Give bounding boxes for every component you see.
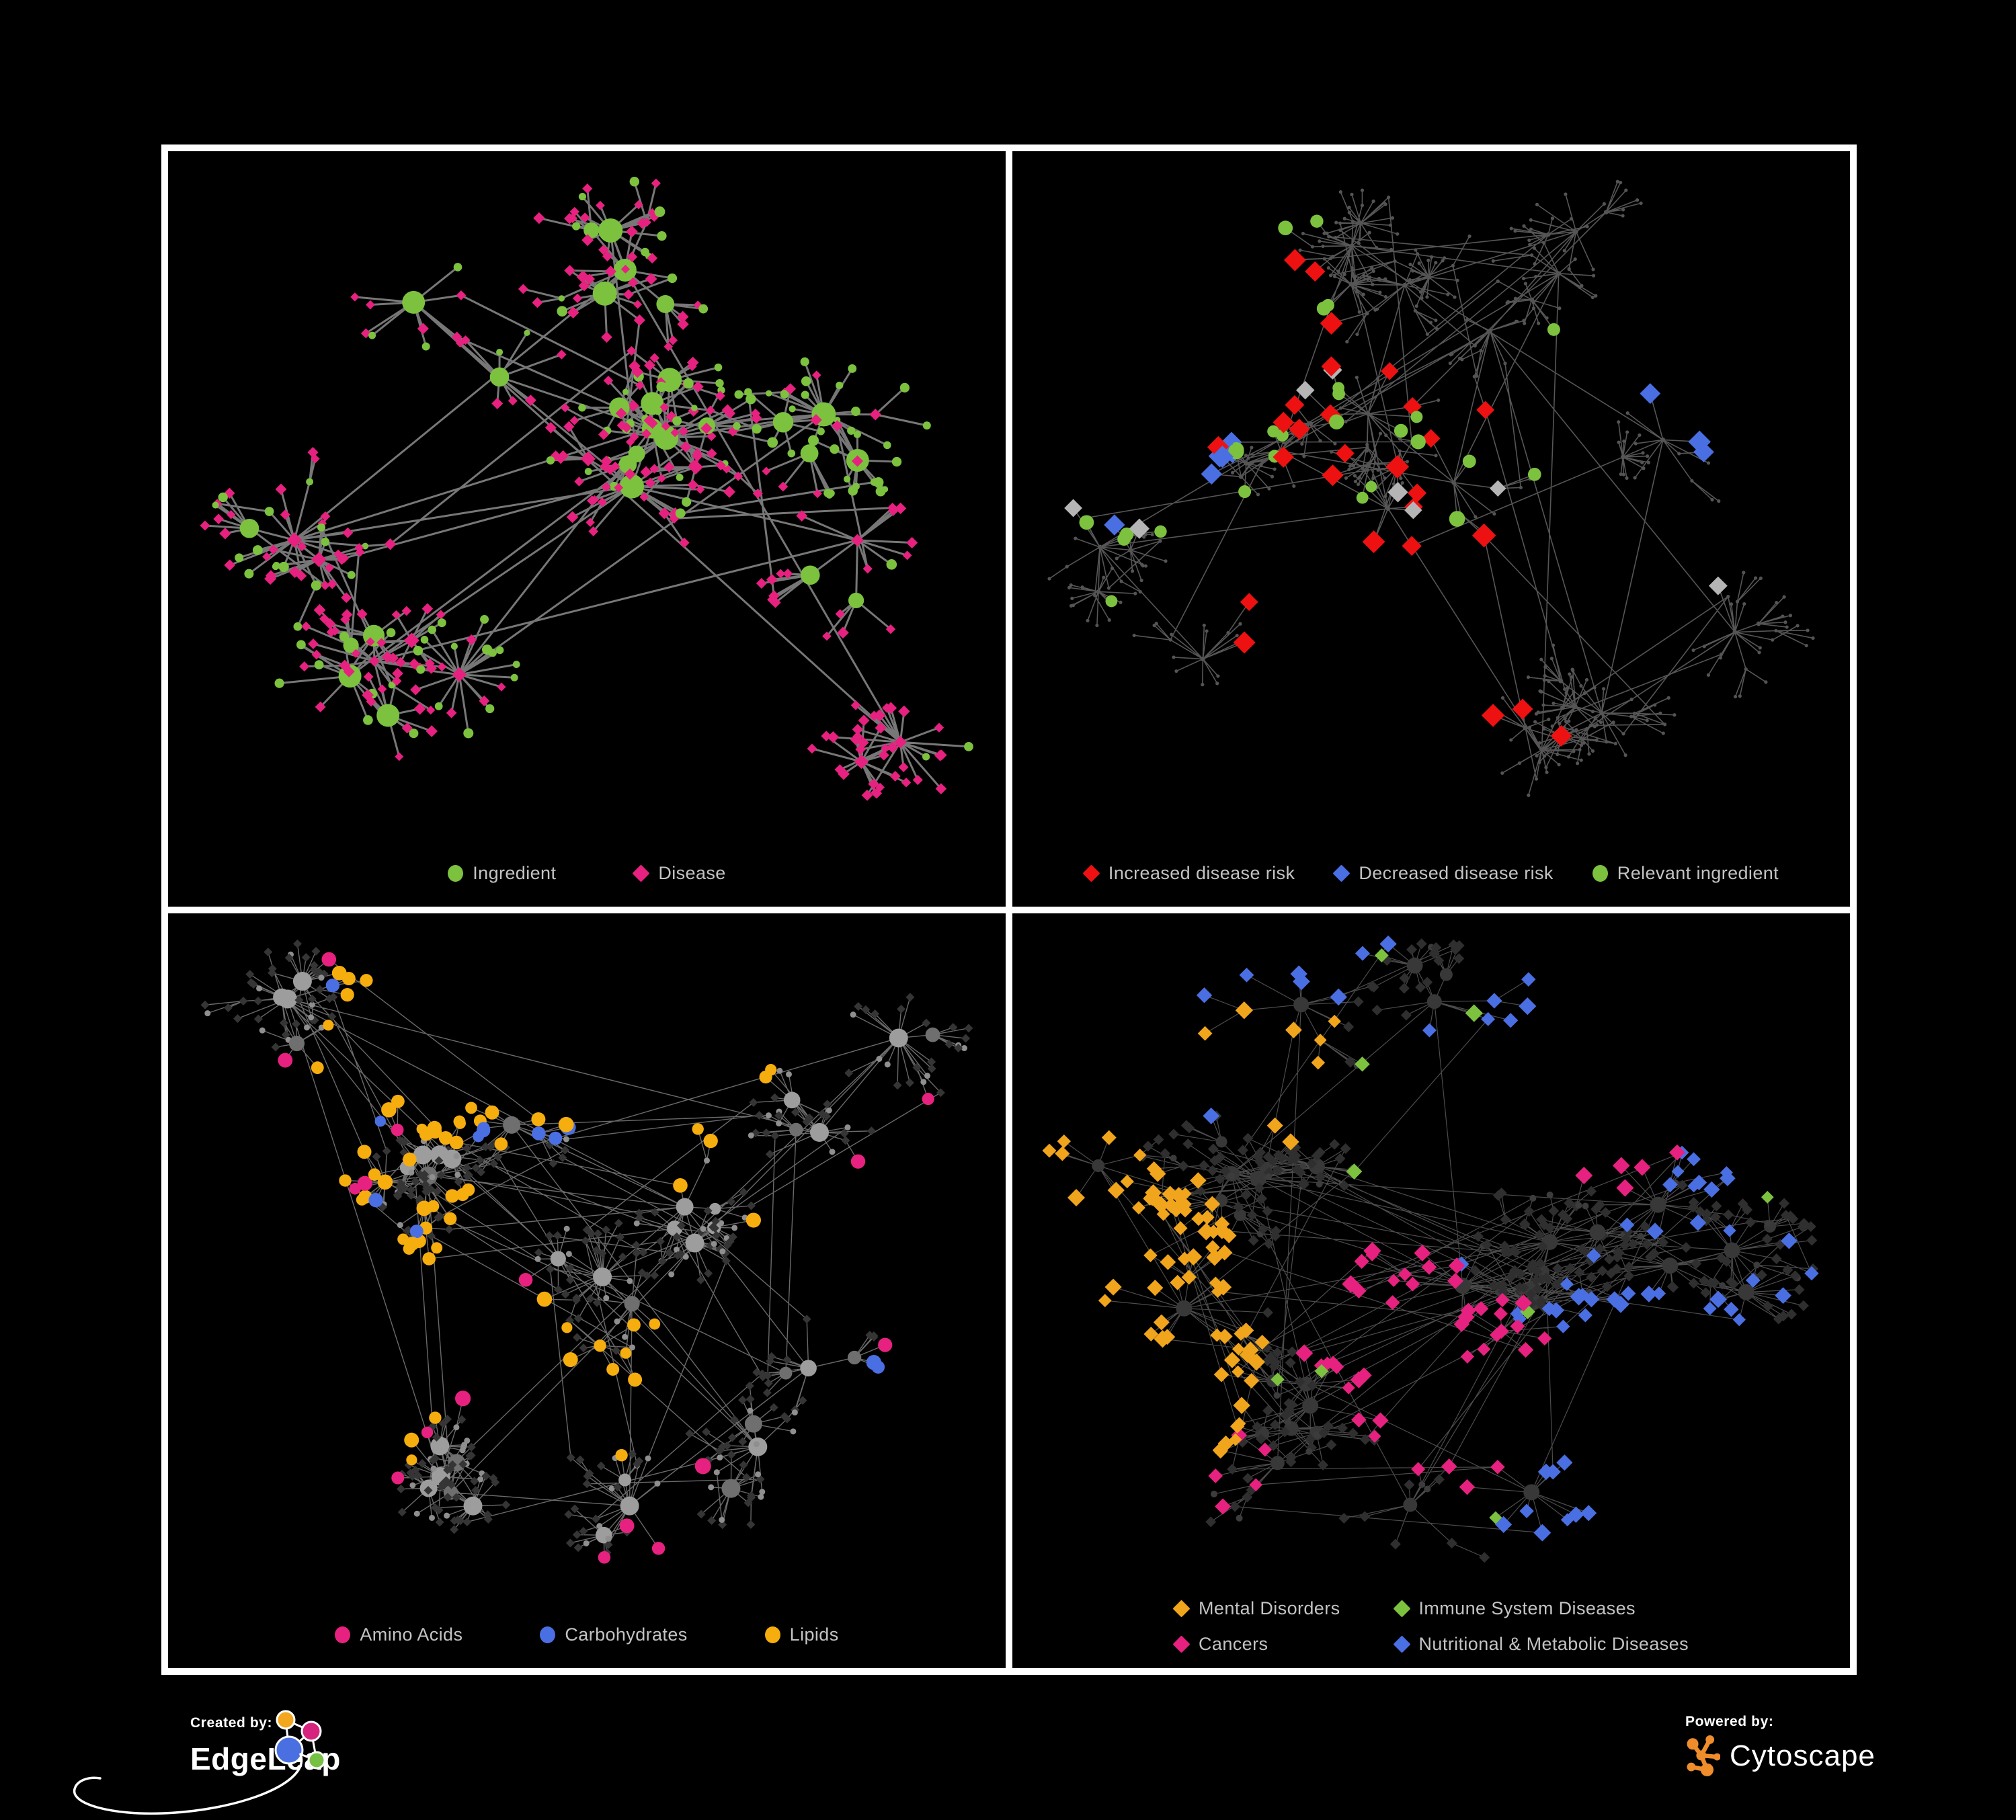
legend-item: Relevant ingredient (1592, 863, 1779, 884)
decreased-risk-marker-icon (1332, 864, 1350, 882)
legend-ingredient-disease: Ingredient Disease (168, 863, 1006, 884)
panel-ingredient-disease: Ingredient Disease (168, 151, 1006, 907)
legend-label: Decreased disease risk (1359, 862, 1554, 883)
legend-label: Immune System Diseases (1418, 1598, 1636, 1618)
mental-disorders-marker-icon (1172, 1600, 1191, 1618)
legend-item: Carbohydrates (540, 1624, 687, 1645)
created-by-branding: Created by: EdgeLeap (190, 1710, 479, 1816)
legend-disease-risk: Increased disease risk Decreased disease… (1012, 863, 1850, 884)
panel-disease-risk: Increased disease risk Decreased disease… (1012, 151, 1850, 907)
powered-by-label: Powered by: (1685, 1714, 1774, 1729)
immune-system-diseases-marker-icon (1392, 1600, 1411, 1618)
legend-item: Disease (632, 862, 726, 884)
legend-item: Increased disease risk (1082, 862, 1295, 884)
legend-label: Increased disease risk (1108, 862, 1295, 883)
cytoscape-wordmark: Cytoscape (1730, 1739, 1876, 1772)
legend-item: Cancers (1172, 1634, 1340, 1655)
increased-risk-marker-icon (1082, 864, 1100, 882)
legend-label: Carbohydrates (565, 1624, 688, 1645)
ingredient-marker-icon (448, 864, 464, 882)
legend-label: Amino Acids (360, 1624, 463, 1645)
relevant-ingredient-marker-icon (1592, 864, 1608, 882)
disease-marker-icon (632, 864, 650, 882)
legend-item: Mental Disorders (1172, 1598, 1340, 1619)
panel-nutrient-classes: Amino Acids Carbohydrates Lipids (168, 913, 1006, 1669)
cytoscape-logo-icon (1687, 1735, 1720, 1776)
legend-label: Mental Disorders (1199, 1598, 1340, 1618)
edgeleap-swoosh-icon (73, 1753, 303, 1815)
legend-disease-classes: Mental Disorders Immune System Diseases … (1012, 1598, 1850, 1655)
legend-item: Lipids (764, 1624, 839, 1645)
disease-classes-network-graph (1012, 913, 1850, 1669)
amino-acids-marker-icon (335, 1626, 351, 1643)
nutrient-classes-network-graph (168, 913, 1006, 1669)
disease-risk-network-graph (1012, 151, 1850, 907)
legend-label: Relevant ingredient (1617, 862, 1779, 883)
carbohydrates-marker-icon (540, 1626, 556, 1643)
figure-grid: Ingredient Disease Increased disease ris… (161, 144, 1857, 1675)
legend-item: Ingredient (448, 863, 556, 884)
ingredient-disease-network-graph (168, 151, 1006, 907)
legend-label: Lipids (789, 1624, 839, 1645)
lipids-marker-icon (764, 1626, 780, 1643)
legend-label: Cancers (1199, 1634, 1268, 1654)
created-by-label: Created by: (190, 1715, 273, 1731)
legend-label: Disease (658, 862, 726, 883)
legend-label: Nutritional & Metabolic Diseases (1418, 1634, 1689, 1654)
legend-nutrient-classes: Amino Acids Carbohydrates Lipids (168, 1624, 1006, 1645)
edgeleap-logo-icon (274, 1710, 326, 1770)
legend-item: Decreased disease risk (1332, 862, 1554, 884)
legend-item: Nutritional & Metabolic Diseases (1392, 1634, 1689, 1655)
powered-by-branding: Powered by: Cytoscape (1685, 1714, 1876, 1777)
cancers-marker-icon (1172, 1635, 1191, 1653)
panel-disease-classes: Mental Disorders Immune System Diseases … (1012, 913, 1850, 1669)
legend-label: Ingredient (473, 862, 557, 883)
legend-item: Amino Acids (335, 1624, 462, 1645)
legend-item: Immune System Diseases (1392, 1598, 1689, 1619)
nutritional-metabolic-diseases-marker-icon (1392, 1635, 1411, 1653)
